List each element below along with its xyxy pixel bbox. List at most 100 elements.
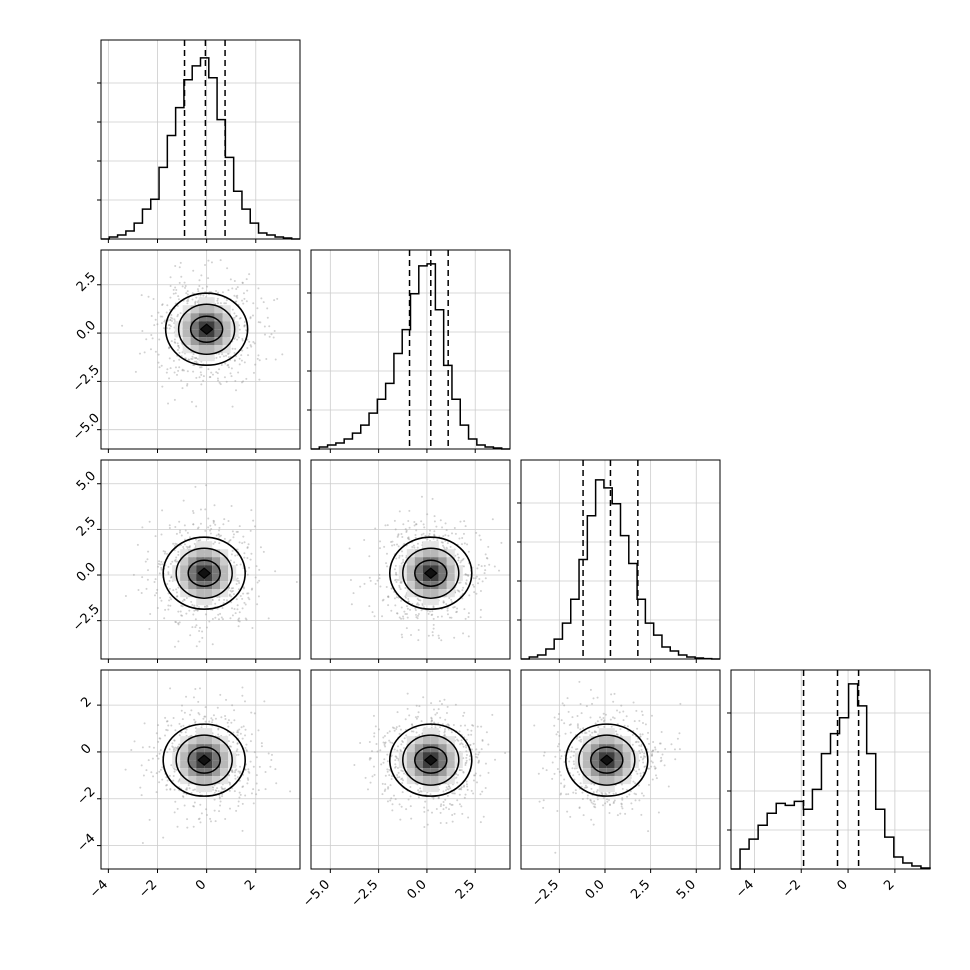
scatter-point	[398, 510, 401, 513]
density-cell	[430, 760, 439, 769]
scatter-point	[379, 540, 382, 543]
scatter-point	[221, 795, 224, 798]
scatter-point	[157, 757, 160, 760]
scatter-point	[193, 542, 196, 545]
scatter-point	[243, 556, 246, 559]
scatter-point	[457, 739, 460, 742]
scatter-point	[573, 763, 576, 766]
density-cell	[206, 345, 215, 354]
scatter-point	[233, 312, 236, 315]
scatter-point	[178, 351, 181, 354]
scatter-point	[420, 533, 423, 536]
density-cell	[622, 768, 631, 777]
scatter-point	[412, 544, 415, 547]
density-cell	[188, 776, 197, 785]
scatter-point	[390, 609, 393, 612]
scatter-point	[411, 545, 414, 548]
scatter-point	[194, 485, 197, 488]
density-cell	[182, 321, 191, 330]
scatter-point	[141, 576, 144, 579]
scatter-point	[200, 726, 203, 729]
density-cell	[182, 329, 191, 338]
scatter-point	[406, 607, 409, 610]
scatter-point	[466, 785, 469, 788]
scatter-point	[218, 810, 221, 813]
scatter-point	[401, 550, 404, 553]
scatter-point	[643, 765, 646, 768]
scatter-point	[216, 299, 219, 302]
scatter-point	[415, 603, 418, 606]
scatter-point	[467, 733, 470, 736]
scatter-point	[644, 755, 647, 758]
scatter-point	[174, 768, 177, 771]
scatter-point	[227, 356, 230, 359]
scatter-point	[463, 542, 466, 545]
scatter-point	[402, 561, 405, 564]
scatter-point	[639, 733, 642, 736]
scatter-point	[572, 791, 575, 794]
scatter-point	[414, 607, 417, 610]
scatter-point	[230, 590, 233, 593]
scatter-point	[224, 817, 227, 820]
density-cell	[180, 768, 189, 777]
scatter-point	[415, 523, 418, 526]
scatter-point	[463, 711, 466, 714]
scatter-point	[542, 799, 545, 802]
scatter-point	[479, 590, 482, 593]
scatter-point	[610, 725, 613, 728]
scatter-point	[621, 807, 624, 810]
scatter-point	[207, 517, 210, 520]
scatter-point	[372, 765, 375, 768]
scatter-point	[161, 509, 164, 512]
scatter-point	[651, 778, 654, 781]
scatter-point	[190, 709, 193, 712]
scatter-point	[422, 523, 425, 526]
scatter-point	[474, 774, 477, 777]
density-cell	[406, 768, 415, 777]
scatter-point	[169, 604, 172, 607]
scatter-point	[498, 569, 501, 572]
scatter-point	[461, 558, 464, 561]
scatter-point	[418, 734, 421, 737]
scatter-point	[211, 373, 214, 376]
density-cell	[220, 557, 229, 566]
scatter-point	[596, 798, 599, 801]
scatter-point	[217, 291, 220, 294]
scatter-point	[439, 726, 442, 729]
scatter-point	[541, 767, 544, 770]
scatter-point	[179, 610, 182, 613]
scatter-point	[453, 792, 456, 795]
scatter-point	[180, 709, 183, 712]
scatter-point	[620, 802, 623, 805]
scatter-point	[249, 760, 252, 763]
scatter-point	[403, 542, 406, 545]
density-cell	[422, 760, 431, 769]
scatter-point	[445, 529, 448, 532]
scatter-point	[186, 302, 189, 305]
scatter-point	[443, 731, 446, 734]
x-tick-label-1-1: −2.5	[349, 877, 382, 910]
scatter-point	[199, 539, 202, 542]
scatter-point	[228, 593, 231, 596]
scatter-point	[250, 792, 253, 795]
scatter-point	[390, 540, 393, 543]
scatter-point	[266, 307, 269, 310]
scatter-point	[420, 609, 423, 612]
scatter-point	[138, 352, 141, 355]
scatter-point	[626, 725, 629, 728]
scatter-point	[417, 789, 420, 792]
scatter-point	[593, 731, 596, 734]
scatter-point	[456, 738, 459, 741]
scatter-point	[204, 263, 207, 266]
scatter-point	[180, 604, 183, 607]
contour-inner	[590, 746, 624, 774]
scatter-point	[229, 538, 232, 541]
density-cell	[414, 565, 423, 574]
scatter-point	[218, 796, 221, 799]
scatter-point	[569, 723, 572, 726]
scatter-point	[659, 760, 662, 763]
density-cell	[438, 760, 447, 769]
density-cell	[180, 752, 189, 761]
scatter-point	[472, 779, 475, 782]
scatter-point	[209, 532, 212, 535]
